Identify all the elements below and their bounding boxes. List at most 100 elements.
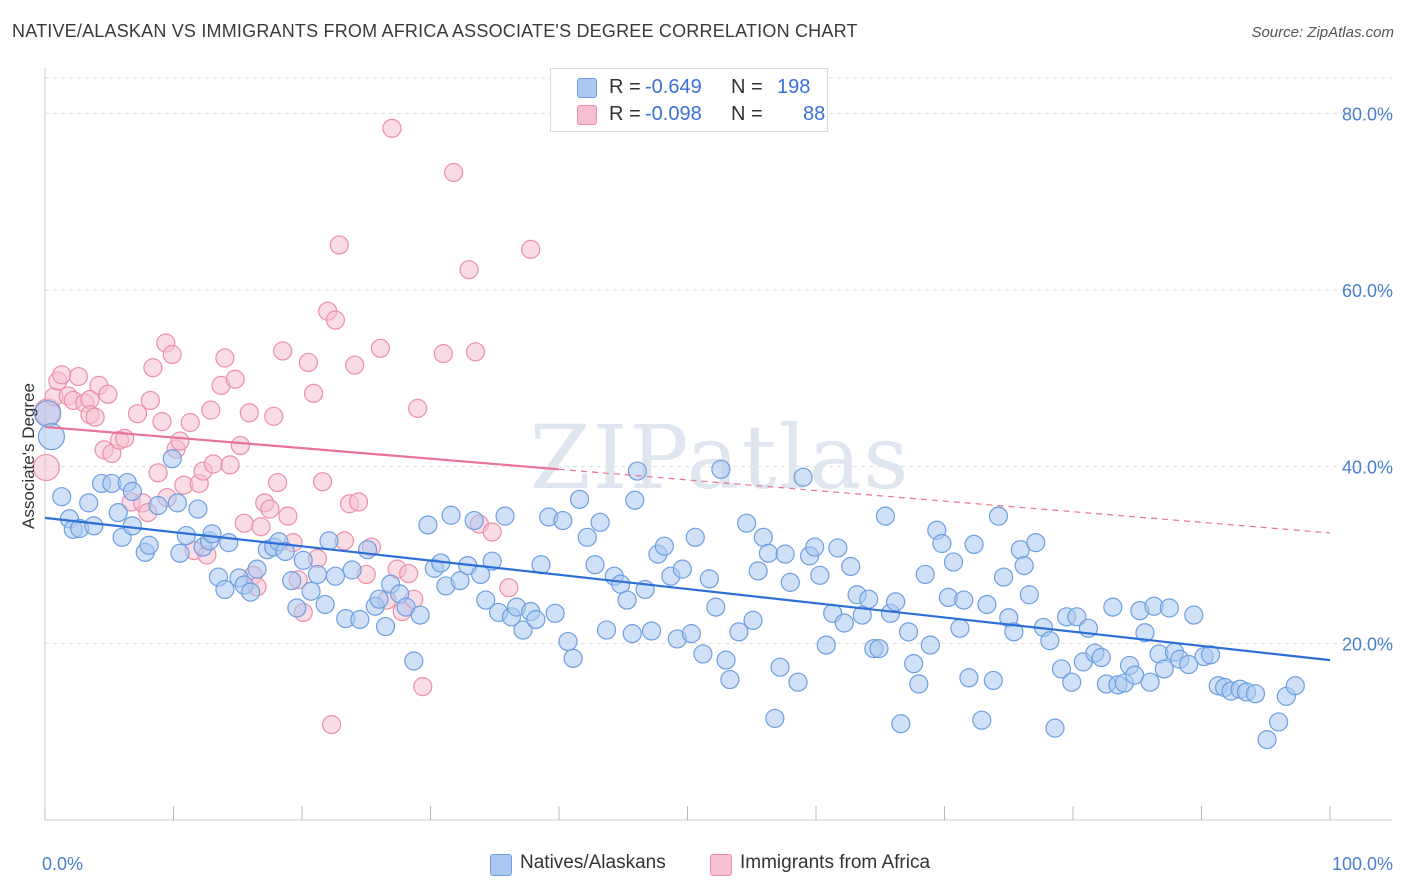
data-point: [139, 535, 159, 555]
data-point: [52, 487, 72, 507]
data-point: [920, 635, 940, 655]
data-point: [904, 654, 924, 674]
data-point: [1045, 718, 1065, 738]
data-point: [345, 355, 365, 375]
data-point: [32, 453, 60, 482]
data-point: [239, 403, 259, 423]
data-point: [410, 605, 430, 625]
data-point: [943, 552, 964, 572]
data-point: [622, 624, 642, 644]
data-point: [350, 609, 370, 630]
data-point: [450, 571, 470, 591]
data-point: [954, 590, 974, 610]
data-point: [215, 348, 235, 368]
y-tick-label: 60.0%: [1342, 281, 1393, 301]
data-point: [370, 338, 390, 358]
data-point: [1135, 623, 1155, 643]
data-point: [1091, 647, 1111, 668]
watermark: ZIPatlas: [530, 406, 911, 509]
data-point: [170, 543, 190, 563]
data-point: [79, 493, 99, 513]
data-point: [743, 610, 763, 630]
data-point: [143, 358, 163, 378]
data-point: [321, 714, 342, 735]
data-point: [816, 635, 836, 655]
data-point: [1154, 659, 1174, 679]
data-point: [1062, 672, 1082, 692]
data-point: [596, 620, 617, 640]
data-point: [84, 516, 104, 536]
data-point: [202, 524, 222, 544]
data-point: [342, 560, 362, 580]
data-point: [188, 499, 208, 519]
data-point: [418, 515, 438, 535]
data-point: [122, 481, 142, 501]
data-point: [711, 459, 731, 479]
data-point: [681, 624, 701, 644]
data-point: [1184, 605, 1204, 625]
data-point: [563, 648, 583, 668]
data-point: [37, 423, 66, 451]
blue-swatch-icon: [490, 854, 512, 876]
data-point: [273, 341, 293, 361]
data-point: [693, 644, 713, 664]
n-value: 88: [803, 103, 826, 125]
n-label: N =: [731, 76, 763, 98]
data-point: [1268, 712, 1289, 732]
pink-swatch-icon: [577, 105, 597, 125]
data-point: [98, 384, 118, 404]
data-point: [476, 590, 496, 610]
data-point: [1040, 631, 1060, 651]
data-point: [68, 366, 89, 387]
data-point: [399, 563, 419, 584]
data-point: [127, 404, 148, 424]
data-point: [241, 582, 261, 602]
data-point: [465, 342, 486, 362]
gridlines: [45, 77, 1392, 644]
y-tick-label: 40.0%: [1342, 458, 1393, 478]
data-point: [315, 594, 335, 615]
data-point: [915, 564, 935, 585]
y-axis-label: Associate's Degree: [19, 383, 38, 529]
data-point: [585, 555, 605, 575]
data-point: [909, 674, 929, 694]
data-point: [413, 677, 433, 697]
data-point: [770, 657, 790, 677]
data-point: [441, 505, 461, 525]
data-point: [1179, 654, 1199, 675]
data-point: [108, 502, 128, 523]
pink-swatch-icon: [710, 854, 732, 876]
data-point: [788, 672, 808, 692]
data-point: [828, 538, 848, 558]
data-point: [558, 631, 578, 652]
data-point: [260, 499, 280, 519]
data-point: [176, 525, 196, 546]
data-point: [33, 400, 62, 428]
data-point: [834, 613, 854, 633]
blue-swatch-icon: [577, 78, 597, 98]
data-point: [758, 543, 779, 563]
data-point: [215, 579, 235, 600]
data-point: [994, 567, 1014, 587]
data-point: [162, 344, 182, 365]
data-point: [278, 506, 298, 526]
data-point: [85, 407, 105, 427]
data-point: [303, 383, 324, 403]
data-point: [312, 472, 333, 492]
data-point: [1285, 676, 1305, 696]
data-point: [325, 566, 346, 586]
series-natives-alaskans: [33, 400, 1305, 750]
data-point: [264, 406, 284, 426]
data-point: [1067, 607, 1087, 627]
data-point: [720, 669, 740, 690]
data-point: [617, 590, 637, 610]
data-point: [329, 235, 349, 255]
y-tick-label: 20.0%: [1342, 634, 1393, 654]
data-point: [545, 603, 565, 623]
data-point: [875, 506, 895, 526]
data-point: [699, 569, 719, 589]
trend-lines: [44, 425, 1331, 662]
data-point: [251, 517, 271, 537]
n-label: N =: [731, 103, 763, 125]
data-point: [140, 390, 160, 411]
